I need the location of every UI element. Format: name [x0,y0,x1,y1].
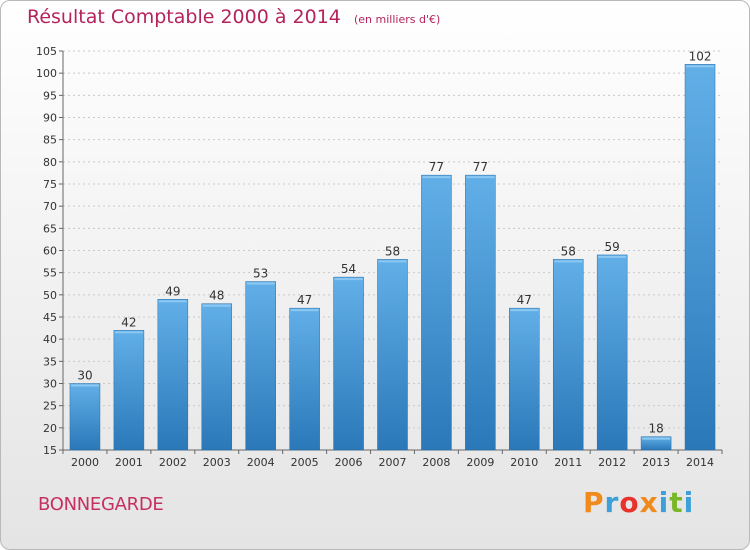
x-tick-label: 2003 [203,456,231,469]
y-tick-label: 85 [43,134,57,147]
x-tick-label: 2012 [598,456,626,469]
bar [377,259,408,451]
bar [157,299,189,451]
bar [509,307,540,451]
y-tick-label: 70 [43,200,57,213]
y-tick-label: 15 [43,444,57,457]
x-tick-label: 2001 [115,456,143,469]
bar [245,281,276,451]
x-tick-label: 2002 [159,456,187,469]
x-tick-label: 2011 [554,456,582,469]
data-label: 58 [561,244,576,258]
y-tick-label: 45 [43,311,57,324]
bar [640,436,672,451]
chart-title-block: Résultat Comptable 2000 à 2014 (en milli… [27,6,440,28]
chart-unit: (en milliers d'€) [353,13,441,26]
logo-letter: i [683,486,695,519]
x-tick-label: 2005 [291,456,319,469]
data-label: 30 [77,369,92,383]
data-label: 53 [253,267,268,281]
data-label: 47 [517,293,532,307]
y-tick-label: 60 [43,245,57,258]
y-tick-label: 50 [43,289,57,302]
data-label: 42 [121,315,136,329]
y-tick-label: 80 [43,156,57,169]
bar-highlight [554,260,583,263]
bars [69,64,716,451]
logo-letter: x [639,486,659,519]
data-label: 49 [165,284,180,298]
bar-highlight [686,65,715,68]
x-tick-label: 2004 [247,456,275,469]
data-label: 47 [297,293,312,307]
x-tick-label: 2006 [335,456,363,469]
x-tick-label: 2000 [71,456,99,469]
bar-highlight [70,384,99,387]
proxiti-logo[interactable]: Proxiti [583,486,695,524]
data-label: 48 [209,289,224,303]
bar [596,254,628,451]
y-tick-label: 105 [36,45,57,58]
chart-title: Résultat Comptable 2000 à 2014 [27,6,341,28]
logo-letter: P [583,486,605,519]
y-tick-label: 75 [43,178,57,191]
bar [113,330,145,451]
y-tick-label: 35 [43,355,57,368]
bar [289,307,320,451]
y-tick-label: 90 [43,112,57,125]
bar-highlight [422,176,451,179]
data-label: 77 [473,160,488,174]
y-tick-label: 40 [43,333,57,346]
bar [201,303,233,451]
x-tick-label: 2007 [379,456,407,469]
y-tick-label: 20 [43,422,57,435]
bar-highlight [246,282,275,285]
bar-highlight [334,278,363,281]
bar [684,64,716,451]
labels: 15 20 25 30 35 40 45 50 55 60 65 70 75 80 85 90 95 100 105… [36,45,714,469]
bar-highlight [642,437,671,440]
x-tick-label: 2008 [422,456,450,469]
logo-letter: r [604,486,620,519]
bar [552,259,584,451]
bar-highlight [114,331,143,334]
x-tick-label: 2009 [466,456,494,469]
y-tick-label: 95 [43,89,57,102]
bar-highlight [158,300,187,303]
x-tick-label: 2010 [510,456,538,469]
y-tick-label: 55 [43,267,57,280]
y-tick-label: 30 [43,378,57,391]
logo-letter: i [658,486,670,519]
bar-highlight [466,176,495,179]
data-label: 77 [429,160,444,174]
bar [421,174,452,451]
bar [69,383,101,451]
bar-highlight [378,260,407,263]
y-tick-label: 25 [43,400,57,413]
bar [333,276,364,451]
bar-highlight [202,304,231,307]
data-label: 18 [648,422,663,436]
data-label: 59 [605,240,620,254]
data-label: 58 [385,244,400,258]
data-label: 102 [689,49,712,63]
logo-letter: o [619,486,640,519]
logo-letter: t [669,486,684,519]
x-tick-label: 2014 [686,456,714,469]
bar-highlight [510,309,539,312]
y-tick-label: 65 [43,222,57,235]
x-tick-label: 2013 [642,456,670,469]
bar [465,174,496,451]
bar-highlight [290,309,319,312]
y-tick-label: 100 [36,67,57,80]
data-label: 54 [341,262,356,276]
bar-highlight [598,255,627,258]
commune-name: BONNEGARDE [38,494,164,515]
